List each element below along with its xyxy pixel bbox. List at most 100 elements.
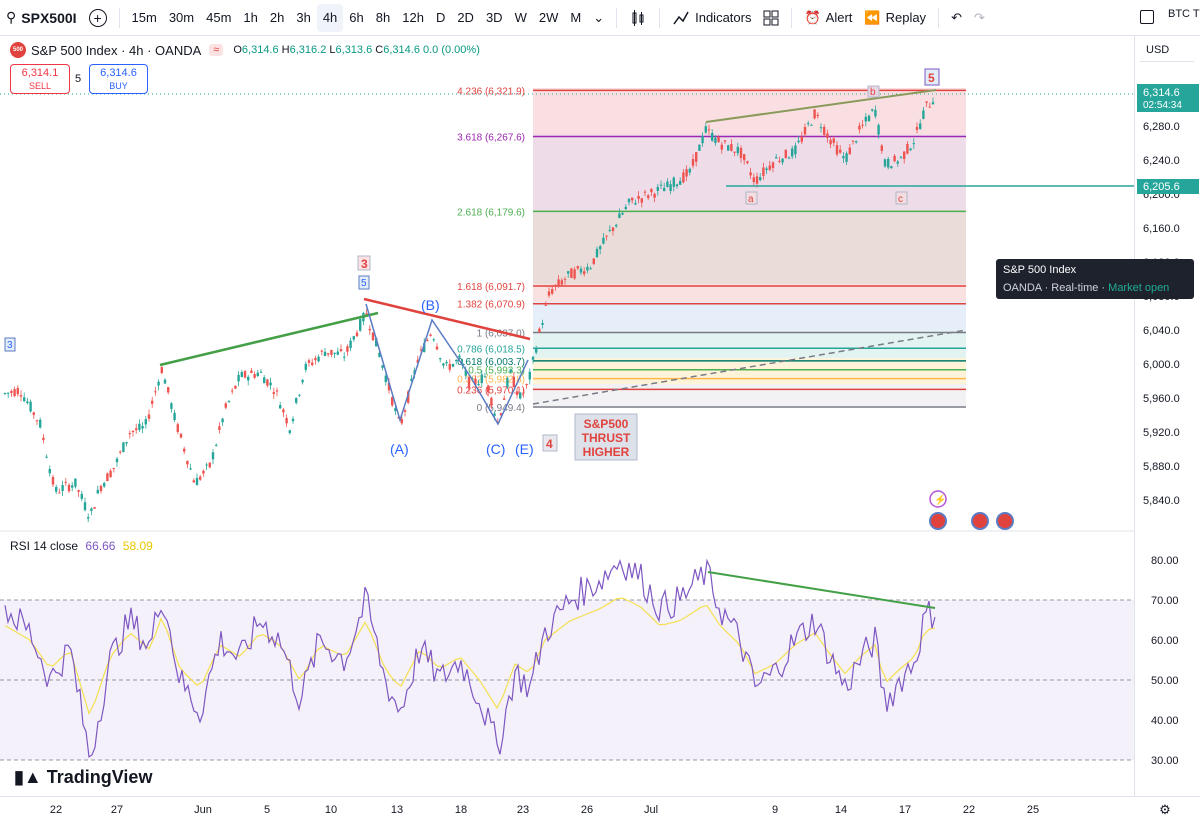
time-label: 14 <box>835 804 847 816</box>
fib-label: 0.786 (6,018.5) <box>457 344 525 355</box>
candle-body <box>199 476 202 480</box>
candle-body <box>755 176 759 184</box>
us-flag-icon[interactable] <box>929 512 947 530</box>
candle-body <box>602 237 605 244</box>
currency-select[interactable]: USD <box>1140 40 1194 62</box>
interval-3d[interactable]: 3D <box>485 10 503 25</box>
interval-3h[interactable]: 3h <box>296 10 311 25</box>
candle-body <box>919 123 922 129</box>
watchlist-symbol[interactable]: BTC T <box>1168 8 1200 20</box>
interval-4h[interactable]: 4h <box>316 3 344 32</box>
candle-body <box>445 361 448 364</box>
layouts-button[interactable] <box>757 4 785 32</box>
settings-gear-icon[interactable]: ⚙ <box>1159 802 1171 817</box>
wave-5-top-label: 5 <box>928 71 935 85</box>
undo-icon: ↶ <box>951 9 962 25</box>
candle-body <box>35 420 39 422</box>
candle-body <box>701 136 704 144</box>
redo-button[interactable]: ↷ <box>968 4 991 32</box>
time-axis[interactable]: 22 27 Jun 5 10 13 18 23 26 Jul 9 14 17 22 25 ⚙ <box>0 796 1200 820</box>
time-label: 22 <box>963 804 975 816</box>
candle-body <box>647 195 650 198</box>
wave-path-blue <box>365 303 529 426</box>
rsi-tick: 60.00 <box>1151 635 1179 647</box>
interval-30m[interactable]: 30m <box>168 10 195 25</box>
candle-body <box>864 116 867 122</box>
price-axis[interactable]: 6,320.06,280.06,240.06,200.06,160.06,120… <box>1134 36 1200 796</box>
us-flag-icon[interactable] <box>996 512 1014 530</box>
candle-body <box>272 392 275 395</box>
candle-body <box>931 102 935 105</box>
symbol-label: SPX500I <box>21 9 77 26</box>
compare-button[interactable]: + <box>83 4 113 32</box>
candle-body <box>899 156 903 158</box>
wave-A-label: (A) <box>390 441 409 457</box>
undo-button[interactable]: ↶ <box>945 4 968 32</box>
fib-label: 0.382 (5,982.8) <box>457 375 525 386</box>
candle-body <box>707 129 711 131</box>
symbol-search[interactable]: ⚲ SPX500I <box>0 4 83 32</box>
price-chart[interactable]: 4.236 (6,321.9) 3.618 (6,267.6) 2.618 (6,1… <box>0 36 1134 796</box>
alert-button[interactable]: ⏰ Alert <box>798 4 858 32</box>
fib-label: 1 (6,037.0) <box>477 329 525 340</box>
tradingview-logo[interactable]: ▮▲ TradingView <box>14 767 153 787</box>
watchlist-checkbox[interactable] <box>1140 10 1154 24</box>
interval-w[interactable]: W <box>514 10 527 25</box>
wave-4-box <box>542 434 558 452</box>
candle-body <box>349 340 352 349</box>
candle-body <box>291 418 295 422</box>
rsi-tick: 40.00 <box>1151 715 1179 727</box>
interval-6h[interactable]: 6h <box>349 10 364 25</box>
rsi-value: 66.66 <box>85 539 116 553</box>
candle-body <box>317 356 320 362</box>
interval-d[interactable]: D <box>435 10 446 25</box>
candle-body <box>55 486 58 492</box>
replay-button[interactable]: ⏪ Replay <box>858 4 932 32</box>
indicators-button[interactable]: Indicators <box>666 4 757 32</box>
interval-2d[interactable]: 2D <box>457 10 474 25</box>
interval-15m[interactable]: 15m <box>131 10 157 25</box>
interval-8h[interactable]: 8h <box>375 10 391 25</box>
time-label: 27 <box>111 804 123 816</box>
interval-45m[interactable]: 45m <box>206 10 232 25</box>
interval-1h[interactable]: 1h <box>243 10 258 25</box>
quantity[interactable]: 5 <box>75 73 82 85</box>
candle-body <box>794 145 797 155</box>
candle-body <box>624 206 627 210</box>
candle-body <box>618 213 621 219</box>
candle-body <box>803 127 807 135</box>
chart-type-button[interactable] <box>623 4 653 32</box>
candle-body <box>490 397 493 406</box>
interval-dropdown[interactable]: ⌄ <box>587 4 610 32</box>
us-flag-icon[interactable] <box>971 512 989 530</box>
wave-4-label: 4 <box>546 437 553 451</box>
sell-button[interactable]: 6,314.1 SELL <box>10 64 70 94</box>
candle-body <box>240 372 243 377</box>
candle-body <box>227 400 231 402</box>
candle-body <box>627 198 631 203</box>
time-label: 25 <box>1027 804 1039 816</box>
trendline-red <box>363 297 531 341</box>
candle-body <box>448 363 451 370</box>
legend-wave-icon[interactable]: ≈ <box>209 44 224 56</box>
candle-body <box>263 377 266 384</box>
buy-button[interactable]: 6,314.6 BUY <box>89 64 148 94</box>
interval-2h[interactable]: 2h <box>269 10 285 25</box>
candle-body <box>138 423 141 430</box>
candle-body <box>426 340 429 342</box>
candles <box>3 97 935 523</box>
hline-price: 6,205.6 <box>1143 181 1180 193</box>
candle-body <box>467 376 471 389</box>
event-lightning-icon[interactable] <box>929 490 947 508</box>
candle-body <box>656 186 659 191</box>
candle-body <box>535 348 538 353</box>
interval-2w[interactable]: 2W <box>538 10 559 25</box>
candle-body <box>826 133 829 139</box>
candle-body <box>887 158 890 168</box>
candle-body <box>560 280 563 285</box>
candle-body <box>912 143 915 145</box>
price-tick: 6,160.0 <box>1143 223 1180 235</box>
interval-m[interactable]: M <box>570 10 582 25</box>
interval-12h[interactable]: 12h <box>402 10 424 25</box>
candle-body <box>679 180 682 185</box>
